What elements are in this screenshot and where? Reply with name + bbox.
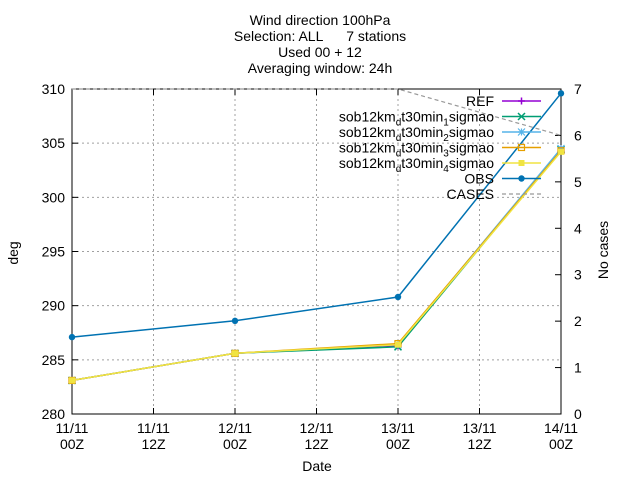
legend-label-part: sigmao [449, 155, 494, 171]
x-tick-label: 00Z [60, 436, 85, 452]
y2-tick-label: 4 [574, 220, 582, 236]
data-point [69, 377, 75, 384]
y-axis: 280 285 290 295 300 305 310 [42, 81, 78, 422]
legend-label: sob12kmdt30min3sigmao [339, 140, 494, 160]
legend: REFsob12kmdt30min1sigmaosob12kmdt30min2s… [339, 93, 541, 202]
title-line: Averaging window: 24h [248, 60, 393, 76]
legend-label-subscript: d [396, 118, 402, 129]
legend-label-part: sob12km [339, 155, 396, 171]
data-point [517, 128, 526, 136]
y-tick-label: 295 [42, 244, 66, 260]
data-point [558, 148, 564, 155]
y2-tick-label: 1 [574, 360, 582, 376]
legend-label-part: t30min [401, 140, 443, 156]
legend-label: sob12kmdt30min4sigmao [339, 155, 494, 175]
series-line [71, 151, 562, 382]
legend-label: REF [466, 93, 494, 109]
x-tick-label: 11/11 [56, 420, 89, 436]
y-tick-label: 280 [42, 406, 66, 422]
data-point [232, 350, 238, 357]
y-tick-label: 300 [42, 189, 66, 205]
data-point [68, 333, 76, 341]
legend-label-part: sob12km [339, 109, 396, 125]
legend-label: sob12kmdt30min2sigmao [339, 124, 494, 144]
data-point [394, 293, 402, 301]
y-tick-label: 310 [42, 81, 66, 97]
data-point [517, 143, 526, 152]
y2-tick-label: 6 [574, 127, 582, 143]
x-tick-label: 00Z [386, 436, 411, 452]
legend-label: CASES [447, 186, 494, 202]
data-point [557, 90, 565, 97]
legend-label-part: t30min [401, 155, 443, 171]
legend-label-part: sigmao [449, 109, 494, 125]
data-point [518, 175, 525, 182]
x-tick-label: 13/11 [381, 420, 415, 436]
legend-label-part: OBS [464, 171, 494, 187]
data-point [518, 160, 525, 166]
series-layer [67, 88, 566, 385]
legend-label: sob12kmdt30min1sigmao [339, 109, 494, 129]
data-point [395, 341, 401, 348]
legend-label-part: sob12km [339, 140, 396, 156]
x-tick-label: 00Z [223, 436, 248, 452]
legend-label-part: sigmao [449, 140, 494, 156]
y2-tick-label: 2 [574, 313, 582, 329]
series-line [71, 92, 562, 338]
x-tick-label: 14/11 [544, 420, 578, 436]
x-tick-label: 11/11 [137, 420, 170, 436]
legend-label-subscript: d [396, 149, 402, 160]
legend-label-part: REF [466, 93, 494, 109]
title-line: Used 00 + 12 [278, 44, 362, 60]
x-tick-label: 12/11 [218, 420, 252, 436]
y-tick-label: 305 [42, 135, 66, 151]
series-sob12km4 [69, 148, 564, 384]
y2-tick-label: 0 [574, 406, 582, 422]
title-line: Wind direction 100hPa [250, 12, 391, 28]
title-line: Selection: ALL 7 stations [234, 28, 406, 44]
legend-label: OBS [464, 171, 494, 187]
legend-label-part: CASES [447, 186, 494, 202]
series-cases [72, 88, 562, 136]
y2-axis: 0 1 2 3 4 5 6 7 [555, 81, 582, 422]
data-point [517, 112, 526, 121]
y2-tick-label: 7 [574, 81, 582, 97]
x-tick-label: 12Z [141, 436, 166, 452]
data-point [231, 317, 239, 325]
legend-label-part: t30min [401, 109, 443, 125]
series-line [72, 88, 562, 136]
x-tick-label: 13/11 [463, 420, 497, 436]
y2-tick-label: 5 [574, 174, 582, 190]
y-tick-label: 285 [42, 352, 66, 368]
x-tick-label: 00Z [549, 436, 574, 452]
x-tick-label: 12/11 [300, 420, 334, 436]
legend-label-subscript: 1 [443, 118, 449, 129]
data-point [557, 144, 565, 153]
grid [72, 89, 561, 414]
x-axis-label: Date [302, 458, 332, 474]
legend-label-subscript: 4 [443, 164, 449, 175]
legend-label-part: t30min [401, 124, 443, 140]
y2-tick-label: 3 [574, 267, 582, 283]
legend-label-subscript: 3 [443, 149, 449, 160]
x-tick-label: 12Z [467, 436, 492, 452]
legend-label-part: sigmao [449, 124, 494, 140]
y2-axis-label: No cases [595, 221, 611, 279]
legend-label-subscript: d [396, 133, 402, 144]
series-obs [68, 90, 565, 341]
legend-label-subscript: d [396, 164, 402, 175]
data-point [518, 97, 525, 105]
x-axis: 11/1100Z11/1112Z12/1100Z12/1112Z13/1100Z… [56, 89, 578, 452]
y-tick-label: 290 [42, 298, 66, 314]
legend-label-subscript: 2 [443, 133, 449, 144]
x-tick-label: 12Z [304, 436, 329, 452]
legend-label-part: sob12km [339, 124, 396, 140]
y-axis-label: deg [5, 241, 21, 264]
